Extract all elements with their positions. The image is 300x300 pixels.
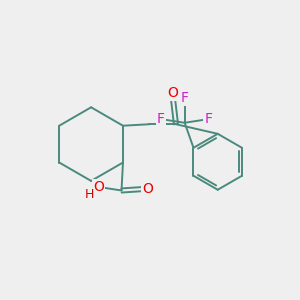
- Text: O: O: [168, 86, 178, 100]
- Text: F: F: [181, 91, 189, 105]
- Text: O: O: [142, 182, 154, 196]
- Text: H: H: [84, 188, 94, 201]
- Text: F: F: [204, 112, 212, 126]
- Text: F: F: [157, 112, 165, 126]
- Text: O: O: [93, 180, 104, 194]
